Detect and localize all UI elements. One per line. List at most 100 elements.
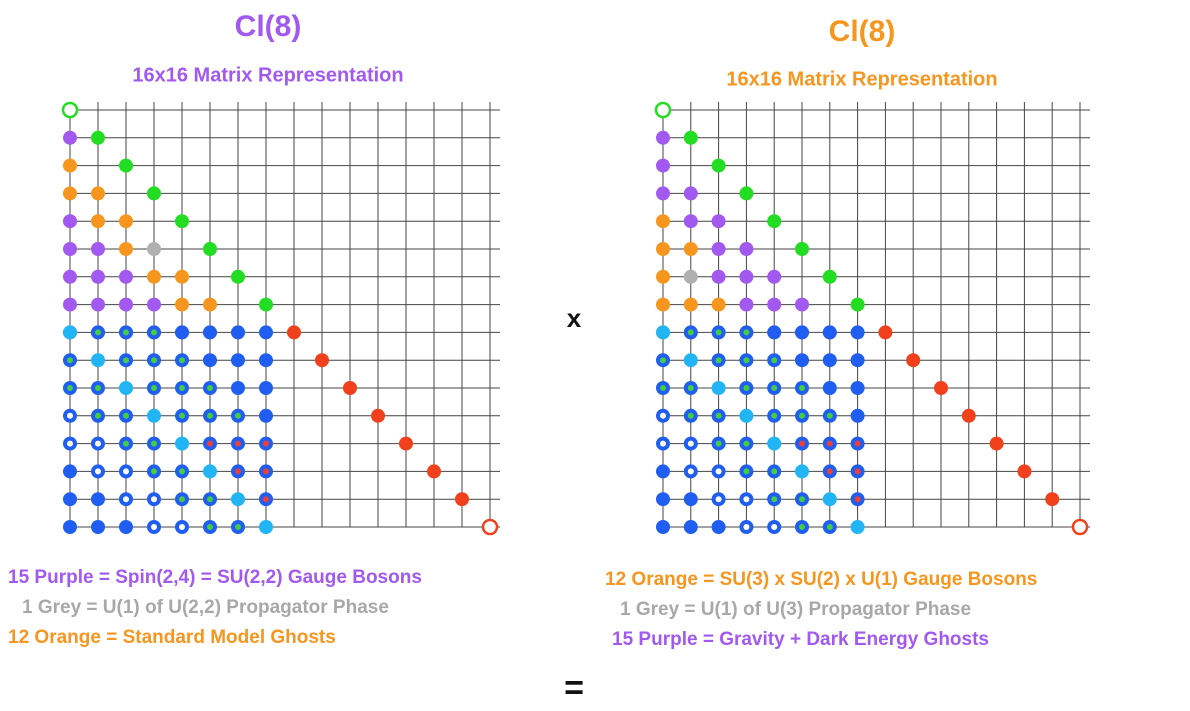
matrix-dot xyxy=(147,242,161,256)
matrix-dot xyxy=(119,381,133,395)
matrix-dot xyxy=(343,381,357,395)
matrix-dot-center xyxy=(95,329,101,336)
matrix-dot-center xyxy=(743,385,750,391)
matrix-dot xyxy=(767,269,782,284)
matrix-dot-center xyxy=(687,329,694,336)
matrix-dot xyxy=(203,353,217,368)
matrix-dot xyxy=(231,353,245,368)
matrix-dot xyxy=(147,297,161,312)
matrix-dot xyxy=(91,242,105,256)
matrix-dot xyxy=(119,214,133,229)
matrix-dot-center xyxy=(235,468,241,475)
matrix-dot xyxy=(711,269,726,284)
matrix-dot xyxy=(656,492,670,507)
matrix-dot-center xyxy=(715,329,722,336)
matrix-dot xyxy=(91,520,105,534)
matrix-dot xyxy=(119,269,133,284)
matrix-dot xyxy=(739,408,754,423)
matrix-dot xyxy=(1071,518,1089,536)
matrix-dot xyxy=(656,214,670,229)
matrix-dot xyxy=(63,464,77,479)
matrix-dot-center xyxy=(151,357,157,364)
matrix-dot xyxy=(739,269,754,284)
matrix-dot xyxy=(259,520,273,534)
matrix-dot-center xyxy=(95,412,101,419)
matrix-dot xyxy=(63,186,77,201)
matrix-dot xyxy=(711,158,726,173)
matrix-dot-center xyxy=(826,524,833,530)
matrix-dot-center xyxy=(687,385,694,391)
matrix-dot xyxy=(119,242,133,256)
matrix-dot xyxy=(739,186,754,201)
matrix-dot xyxy=(711,214,726,229)
matrix-dot-center xyxy=(687,412,694,419)
matrix-dot xyxy=(427,464,441,479)
matrix-dot xyxy=(147,186,161,201)
matrix-dot xyxy=(203,325,217,340)
matrix-dot xyxy=(822,325,837,340)
matrix-dot-center xyxy=(826,440,833,447)
matrix-dot xyxy=(259,325,273,340)
matrix-dot-center xyxy=(67,440,73,447)
panel-subtitle: 16x16 Matrix Representation xyxy=(726,68,997,90)
matrix-dot-center xyxy=(151,496,157,503)
matrix-dot xyxy=(63,297,77,312)
matrix-dot-center xyxy=(715,440,722,447)
matrix-dot xyxy=(711,520,726,534)
matrix-dot xyxy=(119,158,133,173)
matrix-dot xyxy=(91,492,105,507)
matrix-dot-center xyxy=(151,440,157,447)
matrix-dot-center xyxy=(179,385,185,391)
matrix-dot xyxy=(259,353,273,368)
panel-title: Cl(8) xyxy=(829,15,896,48)
matrix-dot-center xyxy=(179,357,185,364)
matrix-dot xyxy=(683,492,698,507)
matrix-dot-center xyxy=(179,468,185,475)
matrix-dot xyxy=(91,214,105,229)
matrix-dot xyxy=(175,325,189,340)
matrix-dot xyxy=(91,353,105,368)
matrix-dot-center xyxy=(743,357,750,364)
matrix-dot xyxy=(934,381,948,395)
matrix-dot xyxy=(656,242,670,256)
matrix-dot xyxy=(91,269,105,284)
matrix-dot xyxy=(683,520,698,534)
matrix-dot xyxy=(1045,492,1060,507)
matrix-dot-center xyxy=(771,412,778,419)
matrix-dot-center xyxy=(207,385,213,391)
matrix-dot-center xyxy=(67,412,73,419)
matrix-dot xyxy=(795,297,809,312)
matrix-dot-center xyxy=(826,468,833,475)
matrix-dot-center xyxy=(826,412,833,419)
matrix-dot-center xyxy=(263,440,269,447)
matrix-dot-center xyxy=(771,496,778,503)
matrix-dot xyxy=(989,436,1004,451)
panel-subtitle: 16x16 Matrix Representation xyxy=(132,64,403,86)
matrix-dot xyxy=(259,381,273,395)
matrix-dot-center xyxy=(207,412,213,419)
matrix-dot xyxy=(711,381,726,395)
matrix-dot xyxy=(259,408,273,423)
matrix-dot xyxy=(656,464,670,479)
matrix-dot xyxy=(231,269,245,284)
matrix-dot-center xyxy=(771,385,778,391)
matrix-dot-center xyxy=(660,440,666,447)
matrix-dot xyxy=(656,325,670,340)
matrix-dot xyxy=(767,297,782,312)
matrix-dot xyxy=(767,214,782,229)
matrix-dot-center xyxy=(123,468,129,475)
matrix-dot xyxy=(878,325,893,340)
matrix-dot-center xyxy=(179,496,185,503)
matrix-dot xyxy=(63,214,77,229)
matrix-dot xyxy=(850,297,865,312)
matrix-dot xyxy=(231,381,245,395)
matrix-dot-center xyxy=(799,496,805,503)
matrix-dot xyxy=(481,518,499,536)
matrix-dot-center xyxy=(715,412,722,419)
matrix-dot xyxy=(91,130,105,145)
matrix-dot xyxy=(656,297,670,312)
matrix-dot xyxy=(767,436,782,451)
matrix-dot xyxy=(850,325,865,340)
matrix-dot xyxy=(259,297,273,312)
matrix-dot xyxy=(119,520,133,534)
